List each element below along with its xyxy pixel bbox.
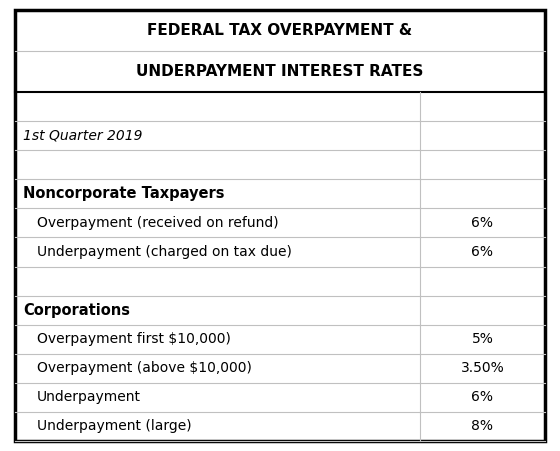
Text: 1st Quarter 2019: 1st Quarter 2019: [23, 129, 142, 143]
Text: 8%: 8%: [472, 419, 493, 433]
Text: Overpayment (received on refund): Overpayment (received on refund): [37, 216, 279, 230]
Text: Overpayment first $10,000): Overpayment first $10,000): [37, 332, 231, 346]
Text: Underpayment (charged on tax due): Underpayment (charged on tax due): [37, 245, 292, 259]
Text: 3.50%: 3.50%: [461, 361, 505, 375]
Text: 6%: 6%: [472, 391, 493, 405]
Text: FEDERAL TAX OVERPAYMENT &: FEDERAL TAX OVERPAYMENT &: [147, 23, 413, 38]
Text: Noncorporate Taxpayers: Noncorporate Taxpayers: [23, 186, 225, 201]
Text: Overpayment (above $10,000): Overpayment (above $10,000): [37, 361, 252, 375]
Text: 6%: 6%: [472, 245, 493, 259]
Text: 5%: 5%: [472, 332, 493, 346]
Text: Corporations: Corporations: [23, 303, 130, 318]
Text: 6%: 6%: [472, 216, 493, 230]
Text: Underpayment: Underpayment: [37, 391, 141, 405]
Text: UNDERPAYMENT INTEREST RATES: UNDERPAYMENT INTEREST RATES: [136, 64, 424, 79]
Text: Underpayment (large): Underpayment (large): [37, 419, 192, 433]
